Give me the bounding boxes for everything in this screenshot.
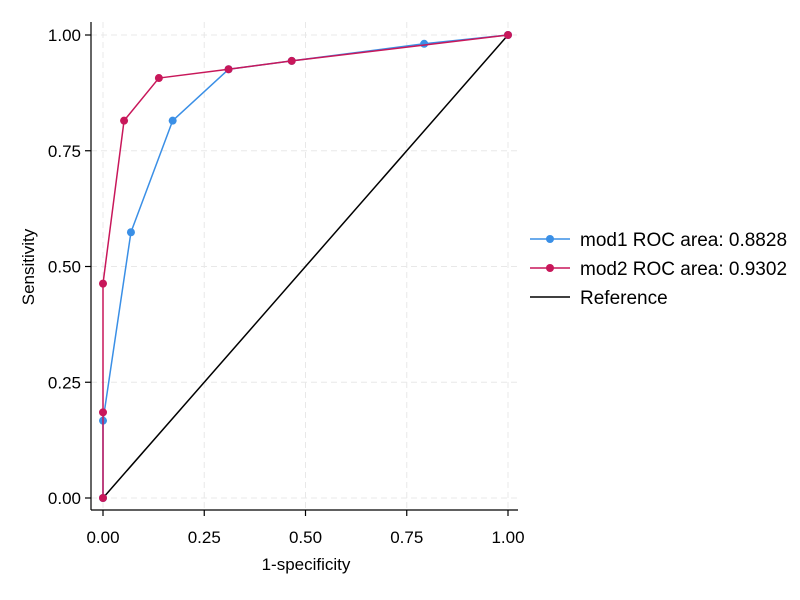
data-point — [224, 65, 233, 74]
y-axis-title: Sensitivity — [19, 228, 38, 305]
data-point — [99, 279, 107, 288]
x-ticks: 0.00 0.25 0.50 0.75 1.00 — [86, 510, 525, 547]
data-point — [420, 39, 429, 48]
data-point — [99, 494, 107, 502]
legend-label: mod2 ROC area: 0.9302 — [580, 259, 787, 280]
series-layer — [99, 31, 512, 502]
series-line — [102, 34, 509, 499]
y-tick-label: 0.00 — [48, 489, 81, 508]
legend-label: mod1 ROC area: 0.8828 — [580, 230, 787, 251]
data-point — [120, 116, 129, 125]
y-tick-label: 0.75 — [48, 142, 81, 161]
data-point — [168, 116, 177, 125]
y-tick-label: 1.00 — [48, 26, 81, 45]
gridlines — [91, 22, 518, 510]
data-point — [154, 74, 163, 83]
legend-swatch-marker — [546, 264, 554, 272]
y-ticks: 0.00 0.25 0.50 0.75 1.00 — [48, 26, 91, 508]
x-tick-label: 0.50 — [289, 528, 322, 547]
x-tick-label: 0.00 — [86, 528, 119, 547]
legend: mod1 ROC area: 0.8828 mod2 ROC area: 0.93… — [530, 230, 787, 309]
data-point — [287, 56, 296, 65]
data-point — [99, 408, 107, 417]
x-tick-label: 0.75 — [390, 528, 423, 547]
data-point — [126, 228, 135, 237]
legend-label: Reference — [580, 288, 668, 309]
y-tick-label: 0.25 — [48, 373, 81, 392]
x-tick-label: 0.25 — [188, 528, 221, 547]
y-tick-label: 0.50 — [48, 258, 81, 277]
data-point — [504, 31, 512, 39]
series-line — [102, 34, 509, 498]
x-tick-label: 1.00 — [491, 528, 524, 547]
series-line — [102, 34, 509, 498]
x-axis-title: 1-specificity — [262, 555, 351, 574]
legend-swatch-marker — [546, 235, 554, 243]
